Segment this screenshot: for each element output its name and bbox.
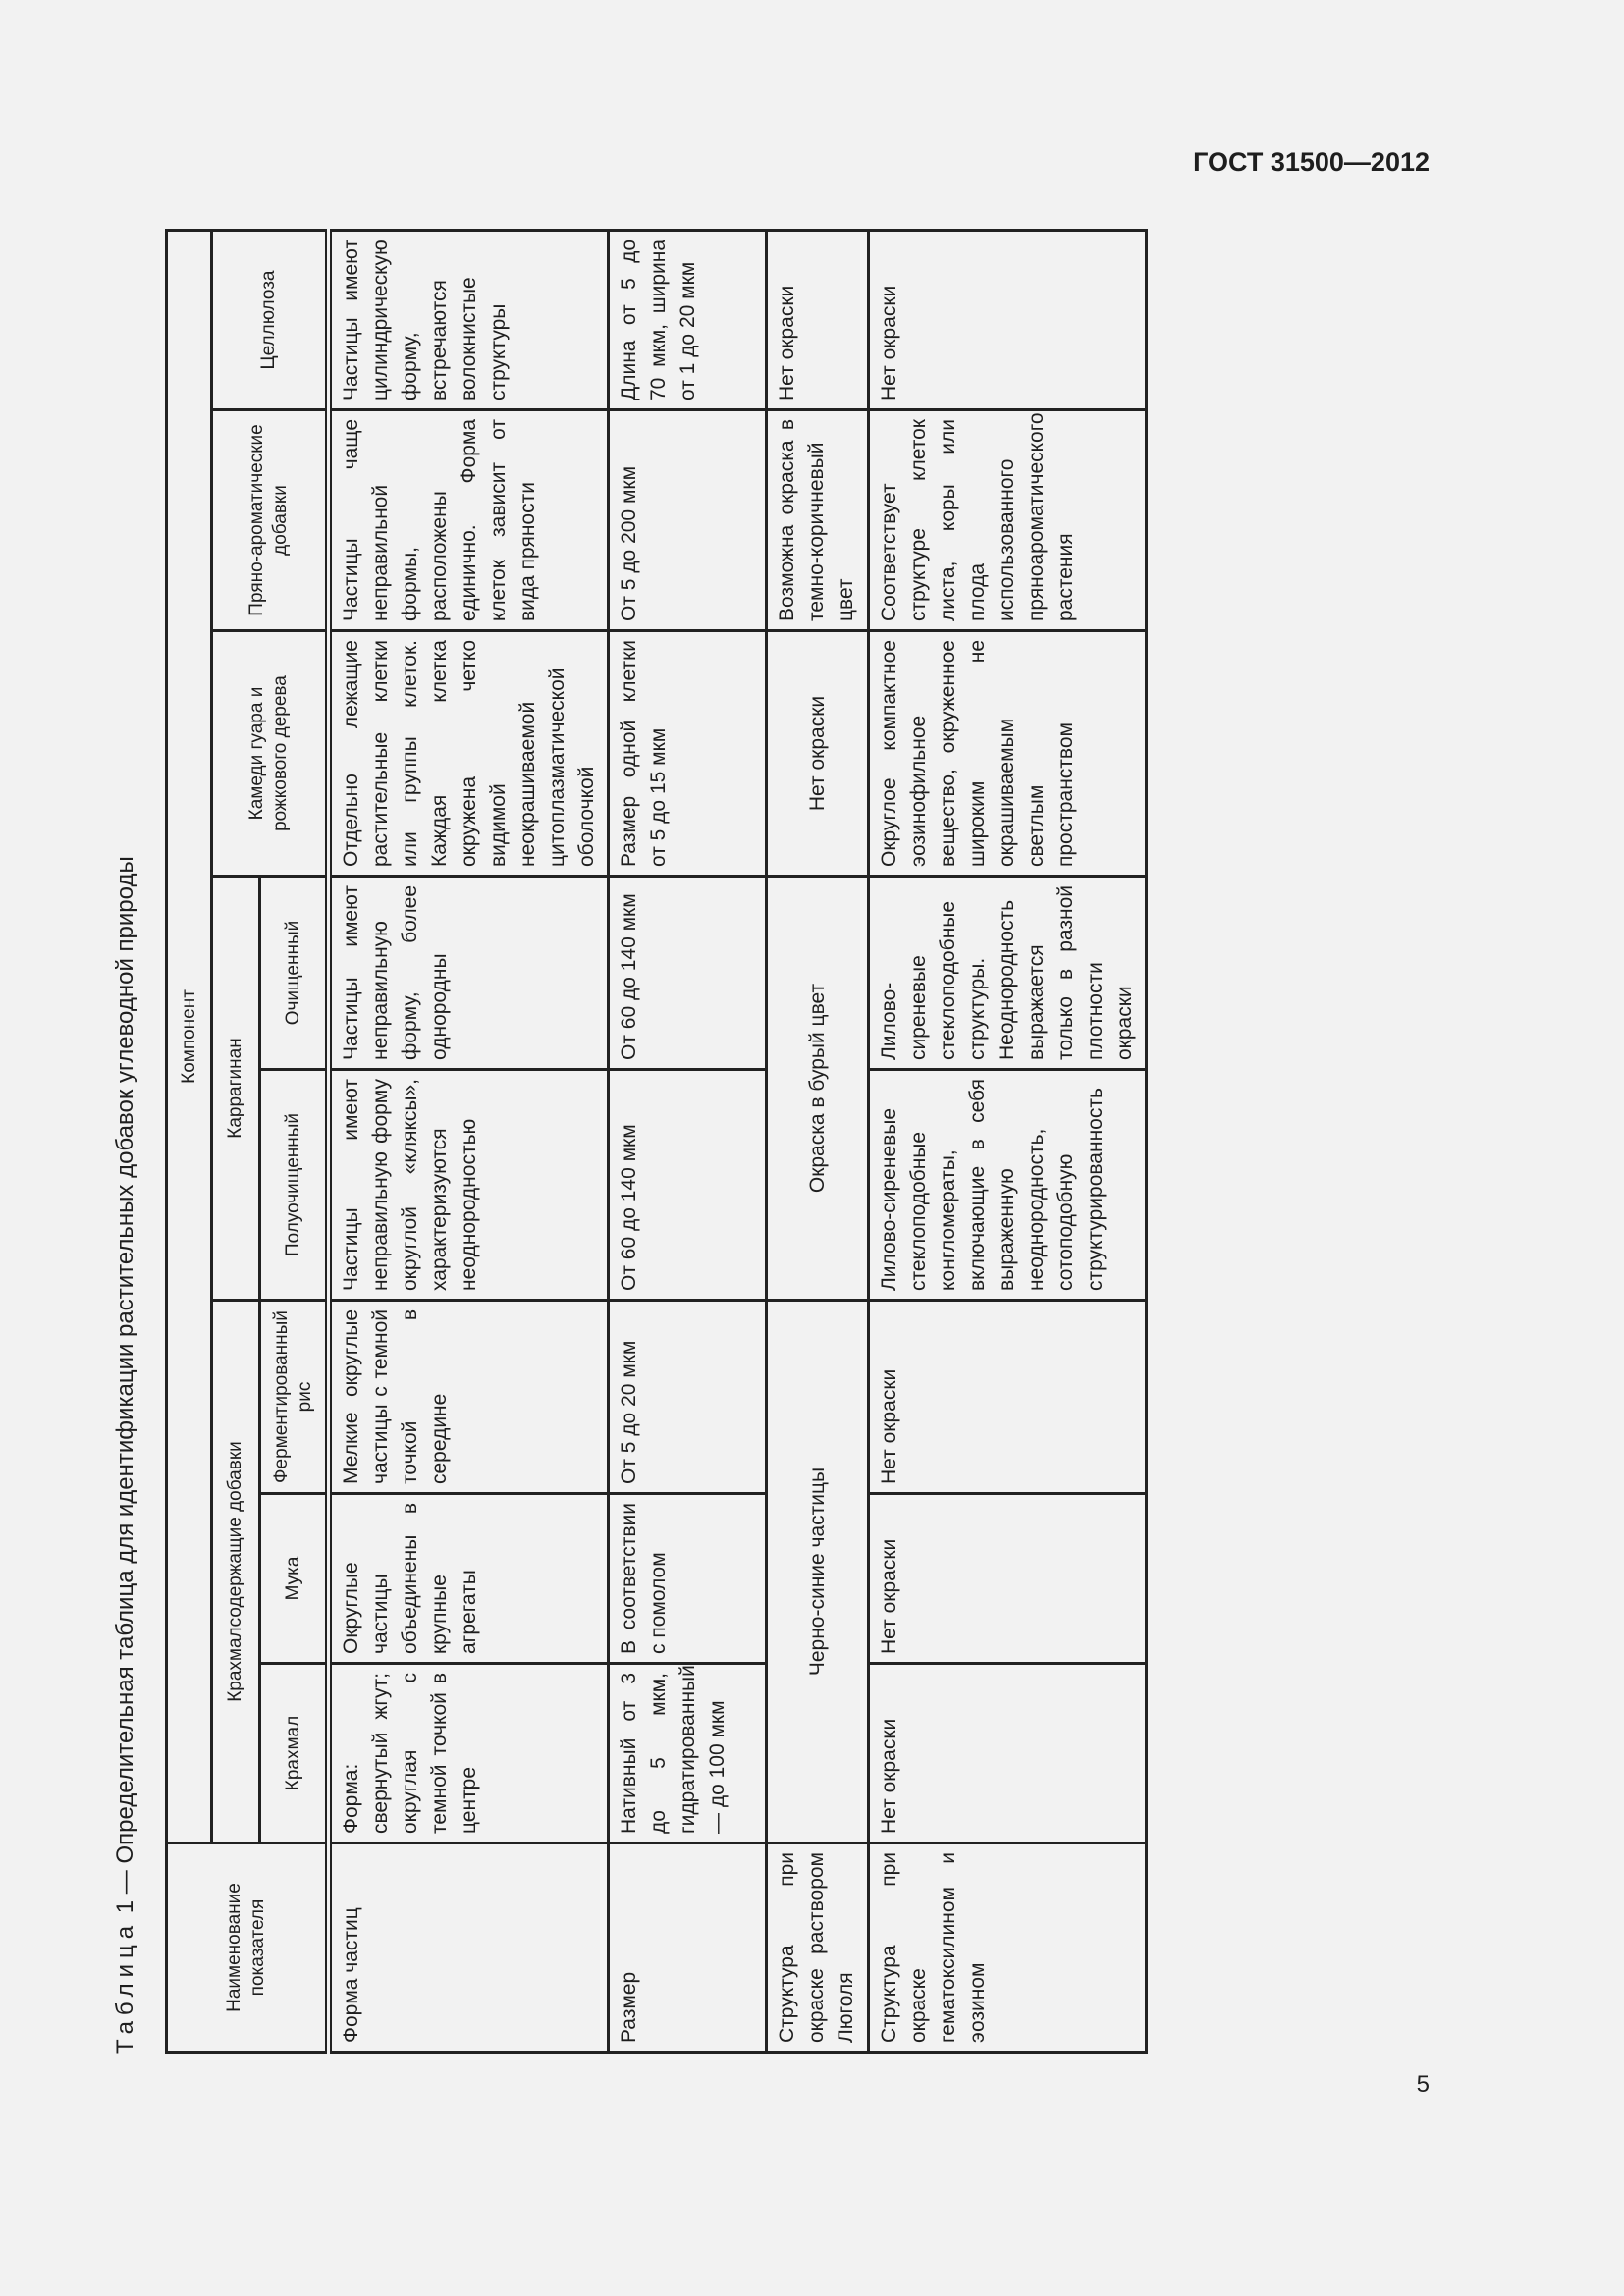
cell: Длина от 5 до 70 мкм, ширина от 1 до 20 … [608,230,767,410]
cell: Нет окраски [766,230,869,410]
header-indicator: Наименование показателя [166,1842,329,2053]
table-caption: Таблица 1 — Определительная таблица для … [110,232,141,2054]
cell: Мелкие округлые частицы с темной точкой … [328,1300,609,1494]
cell: Частицы чаще неправильной формы, располо… [328,409,609,631]
row-label: Структура при окраске раствором Люголя [766,1842,869,2053]
header-starch-group: Крахмалсодержащие добавки [211,1300,260,1843]
cell: Округлые частицы объединены в крупные аг… [328,1493,609,1664]
cell: Частицы имеют цилиндрическую форму, встр… [328,230,609,410]
cell: Нет окраски [868,230,1147,410]
row-label: Форма частиц [328,1842,609,2053]
cell: Нет окраски [766,630,869,877]
header-semi-refined: Полуочищенный [259,1069,329,1301]
cell: От 5 до 20 мкм [608,1300,767,1494]
cell: Возможна окраска в темно-коричневый цвет [766,409,869,631]
caption-prefix: Таблица [112,1919,138,2054]
cell: В соответствии с помолом [608,1493,767,1664]
identification-table: Наименование показателя Компонент Крахма… [165,230,1147,2054]
cell: От 60 до 140 мкм [608,876,767,1070]
row-label: Структура при окраске гематоксилином и э… [868,1842,1147,2053]
cell: Отдельно лежащие растительные клетки или… [328,630,609,877]
cell: Нативный от 3 до 5 мкм, гидратированный … [608,1663,767,1843]
header-rice: Ферментированный рис [259,1300,329,1494]
table-row: Форма частиц Форма: свернутый жгут; окру… [328,230,609,2053]
cell: Размер одной клетки от 5 до 15 мкм [608,630,767,877]
cell: Форма: свернутый жгут; округлая с темной… [328,1663,609,1843]
table-row: Размер Нативный от 3 до 5 мкм, гидратиро… [608,230,767,2053]
cell: Нет окраски [868,1493,1147,1664]
header-cellulose: Целлюлоза [211,230,329,410]
header-spices: Пряно-ароматические добавки [211,409,329,631]
cell: От 5 до 200 мкм [608,409,767,631]
header-component: Компонент [166,230,212,1843]
row-label: Размер [608,1842,767,2053]
cell: Частицы имеют неправильную форму округло… [328,1069,609,1301]
cell: Нет окраски [868,1300,1147,1494]
cell: От 60 до 140 мкм [608,1069,767,1301]
header-gums: Камеди гуара и рожкового дерева [211,630,329,877]
cell: Окраска в бурый цвет [766,876,869,1301]
table-row: Структура при окраске раствором Люголя Ч… [766,230,869,2053]
page-number: 5 [1416,2071,1430,2098]
cell: Частицы имеют неправильную форму, более … [328,876,609,1070]
cell: Соответствует структуре клеток листа, ко… [868,409,1147,631]
document-code: ГОСТ 31500—2012 [1193,147,1430,177]
header-refined: Очищенный [259,876,329,1070]
table-row: Структура при окраске гематоксилином и э… [868,230,1147,2053]
caption-text: 1 — Определительная таблица для идентифи… [112,856,138,1920]
cell: Округлое компактное эозинофильное вещест… [868,630,1147,877]
header-carrageenan: Каррагинан [211,876,260,1301]
cell: Лилово-сиреневые стеклоподобные конгломе… [868,1069,1147,1301]
cell: Нет окраски [868,1663,1147,1843]
cell: Черно-синие частицы [766,1300,869,1843]
cell: Лилово-сиреневые стеклоподобные структур… [868,876,1147,1070]
header-starch: Крахмал [259,1663,329,1843]
header-flour: Мука [259,1493,329,1664]
